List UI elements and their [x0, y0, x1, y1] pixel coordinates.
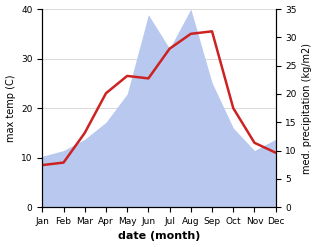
- Y-axis label: med. precipitation (kg/m2): med. precipitation (kg/m2): [302, 43, 313, 174]
- X-axis label: date (month): date (month): [118, 231, 200, 242]
- Y-axis label: max temp (C): max temp (C): [5, 74, 16, 142]
